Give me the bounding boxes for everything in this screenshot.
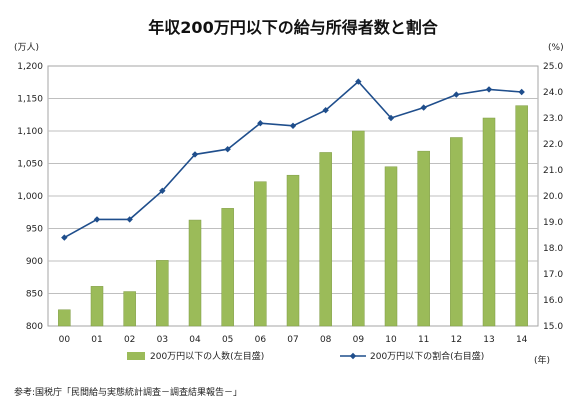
line-point: [387, 114, 395, 122]
x-tick-label: 08: [320, 335, 332, 345]
x-tick-label: 14: [516, 335, 528, 345]
y2-tick-label: 21.0: [543, 166, 563, 176]
x-tick-label: 02: [124, 335, 135, 345]
x-tick-label: 00: [59, 335, 71, 345]
bar: [319, 152, 332, 327]
y2-tick-label: 22.0: [543, 140, 563, 150]
bar: [188, 219, 202, 327]
x-axis-unit: (年): [534, 354, 550, 366]
y-tick-label: 900: [26, 257, 43, 267]
bar: [156, 260, 169, 327]
bar: [352, 130, 365, 327]
y2-axis-unit: (%): [548, 43, 564, 53]
line-point: [61, 234, 68, 241]
y-tick-label: 1,100: [17, 127, 43, 137]
line-point: [126, 216, 133, 223]
y2-tick-label: 19.0: [543, 218, 563, 228]
line-point: [257, 120, 264, 127]
x-tick-label: 01: [91, 335, 102, 345]
line-point: [485, 86, 493, 93]
chart-title: 年収200万円以下の給与所得者数と割合: [148, 18, 438, 37]
line-series: [61, 78, 525, 241]
legend-line-label: 200万円以下の割合(右目盛): [370, 350, 484, 362]
y-tick-label: 950: [26, 225, 43, 235]
line-point: [420, 104, 427, 111]
bar: [254, 181, 267, 327]
x-tick-label: 05: [222, 335, 233, 345]
line-point: [453, 91, 460, 98]
x-tick-label: 09: [353, 335, 365, 345]
bar: [90, 286, 104, 327]
y-tick-label: 1,200: [17, 62, 43, 72]
line-point: [289, 122, 297, 129]
legend-bar-swatch: [127, 352, 145, 360]
y2-tick-label: 15.0: [543, 322, 563, 332]
y2-tick-label: 24.0: [543, 88, 563, 98]
x-tick-label: 10: [385, 335, 397, 345]
line-point: [355, 78, 362, 85]
y-tick-label: 1,150: [17, 95, 43, 105]
y-tick-label: 800: [26, 322, 43, 332]
y-tick-label: 1,050: [17, 160, 43, 170]
line-point: [518, 88, 525, 96]
axes: 800 850 900 950 1,000 1,050 1,100 1,150 1,200 15.…: [17, 62, 563, 345]
line-point: [224, 146, 231, 153]
y2-tick-label: 25.0: [543, 62, 563, 72]
line-point: [93, 216, 101, 223]
bar-series: [58, 105, 528, 327]
y2-tick-label: 18.0: [543, 244, 563, 254]
x-tick-label: 12: [451, 335, 462, 345]
line-point: [159, 187, 166, 194]
y2-tick-label: 23.0: [543, 114, 563, 124]
y-tick-label: 850: [26, 290, 43, 300]
x-tick-label: 11: [418, 335, 429, 345]
x-tick-label: 13: [483, 335, 494, 345]
bar: [286, 174, 300, 327]
bar: [384, 166, 398, 327]
legend: 200万円以下の人数(左目盛) 200万円以下の割合(右目盛): [127, 350, 484, 362]
x-tick-label: 04: [189, 335, 201, 345]
y2-tick-label: 17.0: [543, 270, 563, 280]
x-tick-label: 03: [157, 335, 168, 345]
y2-tick-label: 20.0: [543, 192, 563, 202]
bar: [515, 105, 528, 327]
bar: [221, 208, 234, 327]
bar: [417, 150, 430, 327]
source-note: 参考:国税庁「民間給与実態統計調査－調査結果報告－」: [14, 386, 242, 398]
y2-tick-label: 16.0: [543, 296, 563, 306]
bar: [450, 137, 463, 327]
x-tick-label: 06: [255, 335, 267, 345]
bar: [123, 291, 136, 327]
line-point: [191, 151, 199, 158]
y-axis-unit: (万人): [14, 42, 39, 53]
legend-line-marker: [349, 352, 357, 360]
legend-bar-label: 200万円以下の人数(左目盛): [150, 350, 264, 362]
bar: [482, 117, 496, 327]
x-tick-label: 07: [287, 335, 298, 345]
line-point: [322, 107, 329, 114]
bar: [58, 309, 71, 327]
y-tick-label: 1,000: [17, 192, 43, 202]
